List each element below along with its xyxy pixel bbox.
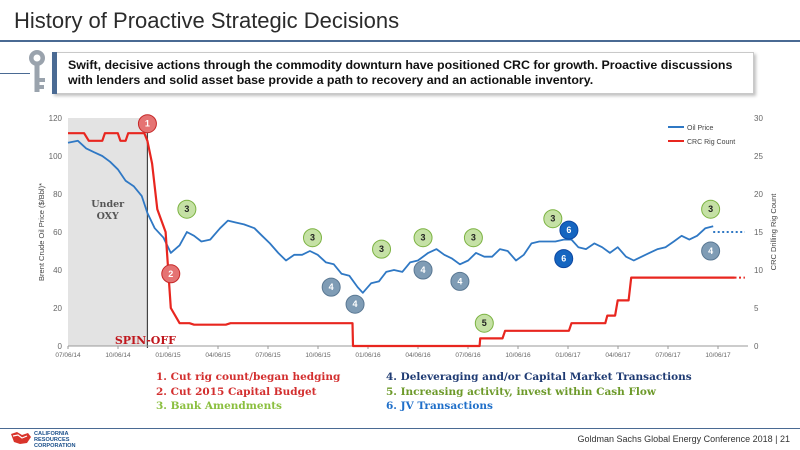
event-marker-label: 4: [708, 246, 713, 256]
event-marker-label: 4: [329, 282, 334, 292]
callout-connector: [0, 73, 30, 74]
y2-tick-label: 30: [754, 114, 763, 123]
legend-item-4: 4. Deleveraging and/or Capital Market Tr…: [386, 371, 692, 383]
event-marker-4: [321, 277, 341, 297]
event-marker-3: [177, 199, 197, 219]
x-tick-label: 10/06/14: [105, 352, 131, 359]
event-marker-label: 3: [310, 233, 315, 243]
shaded-region-label: Under: [91, 199, 125, 210]
oil-rig-chart: UnderOXYSPIN-OFF020406080100120051015202…: [37, 114, 778, 359]
y-tick-label: 60: [53, 228, 62, 237]
event-marker-label: 4: [421, 265, 426, 275]
event-marker-label: 4: [353, 299, 358, 309]
y2-tick-label: 10: [754, 266, 763, 275]
page-title: History of Proactive Strategic Decisions: [14, 8, 400, 33]
event-marker-6: [554, 249, 574, 269]
event-marker-4: [345, 294, 365, 314]
legend-item-6: 6. JV Transactions: [386, 400, 493, 412]
y2-tick-label: 20: [754, 190, 763, 199]
event-marker-label: 1: [145, 119, 150, 129]
event-marker-label: 3: [550, 214, 555, 224]
event-marker-3: [543, 209, 563, 229]
event-marker-label: 3: [471, 233, 476, 243]
x-tick-label: 07/06/15: [255, 352, 281, 359]
event-marker-4: [450, 271, 470, 291]
title-divider: [0, 40, 800, 42]
event-marker-3: [413, 228, 433, 248]
event-marker-2: [161, 264, 181, 284]
callout-text: Swift, decisive actions through the comm…: [68, 58, 733, 87]
key-icon: [29, 50, 45, 92]
event-marker-5: [474, 313, 494, 333]
event-marker-4: [701, 241, 721, 261]
x-tick-label: 01/06/15: [155, 352, 181, 359]
callout-box: [52, 52, 754, 94]
event-marker-label: 6: [561, 254, 566, 264]
event-marker-label: 3: [184, 204, 189, 214]
y-tick-label: 40: [53, 266, 62, 275]
callout-accent-bar: [52, 52, 57, 94]
x-tick-label: 10/06/16: [505, 352, 531, 359]
x-tick-label: 07/06/17: [655, 352, 681, 359]
event-marker-label: 3: [379, 244, 384, 254]
y-tick-label: 80: [53, 190, 62, 199]
x-tick-label: 10/06/15: [305, 352, 331, 359]
y2-tick-label: 5: [754, 304, 759, 313]
legend-item-5: 5. Increasing activity, invest within Ca…: [386, 385, 656, 398]
legend-column-left: 1. Cut rig count/began hedging 2. Cut 20…: [156, 370, 340, 414]
event-marker-3: [701, 199, 721, 219]
event-marker-4: [413, 260, 433, 280]
y2-tick-label: 25: [754, 152, 763, 161]
y-tick-label: 0: [58, 342, 63, 351]
x-tick-label: 07/06/14: [55, 352, 81, 359]
y-tick-label: 20: [53, 304, 62, 313]
legend-item-2: 2. Cut 2015 Capital Budget: [156, 385, 317, 398]
event-marker-label: 5: [482, 318, 487, 328]
y-tick-label: 120: [49, 114, 63, 123]
shaded-region-label: OXY: [97, 211, 119, 222]
spin-off-label: SPIN-OFF: [115, 334, 176, 347]
y2-tick-label: 0: [754, 342, 759, 351]
x-tick-label: 10/06/17: [705, 352, 731, 359]
event-marker-3: [302, 228, 322, 248]
y-tick-label: 100: [49, 152, 63, 161]
x-tick-label: 04/06/17: [605, 352, 631, 359]
legend-item-1: 1. Cut rig count/began hedging: [156, 371, 341, 383]
event-marker-label: 3: [421, 233, 426, 243]
legend-oil-label: Oil Price: [687, 125, 714, 132]
event-marker-label: 6: [566, 225, 571, 235]
oil-price-line: [67, 139, 714, 294]
x-tick-label: 04/06/16: [405, 352, 431, 359]
footer-divider: [0, 428, 800, 429]
event-marker-3: [463, 228, 483, 248]
event-marker-label: 4: [457, 276, 462, 286]
legend-rig-label: CRC Rig Count: [687, 139, 735, 146]
y2-tick-label: 15: [754, 228, 763, 237]
under-oxy-region: [68, 118, 148, 346]
x-tick-label: 01/06/17: [555, 352, 581, 359]
crc-logo-icon: [11, 432, 31, 444]
event-marker-6: [559, 220, 579, 240]
x-tick-label: 01/06/16: [355, 352, 381, 359]
x-tick-label: 07/06/16: [455, 352, 481, 359]
logo-wordmark: CALIFORNIA RESOURCES CORPORATION: [34, 431, 76, 449]
legend-column-right: 4. Deleveraging and/or Capital Market Tr…: [386, 370, 692, 414]
event-marker-label: 3: [708, 204, 713, 214]
x-tick-label: 04/06/15: [205, 352, 231, 359]
rig-count-line: [68, 132, 735, 348]
y-axis-label: Brent Crude Oil Price ($/Bbl)*: [37, 183, 46, 281]
footer-text: Goldman Sachs Global Energy Conference 2…: [577, 434, 790, 444]
event-marker-3: [372, 239, 392, 259]
y2-axis-label: CRC Drilling Rig Count: [769, 193, 778, 271]
legend-item-3: 3. Bank Amendments: [156, 400, 282, 412]
event-marker-1: [137, 114, 157, 134]
event-marker-label: 2: [168, 269, 173, 279]
